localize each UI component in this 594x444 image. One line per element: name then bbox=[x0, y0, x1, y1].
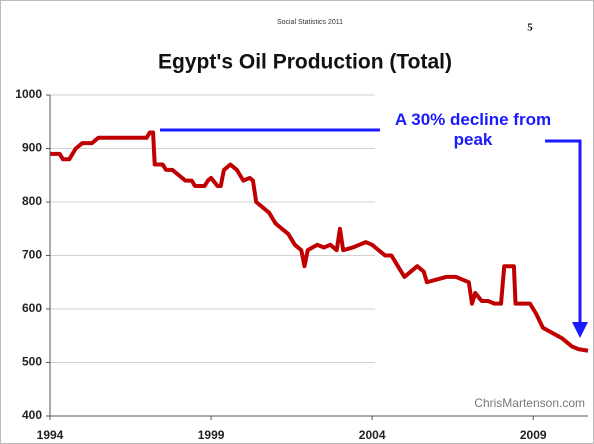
data-line bbox=[50, 130, 589, 353]
y-tick-label: 700 bbox=[22, 248, 42, 262]
annotation: A 30% decline from peak bbox=[394, 110, 552, 149]
header: Social Statistics 2011 bbox=[277, 19, 343, 26]
y-tick-label: 1000 bbox=[15, 87, 42, 101]
x-tick-label: 2009 bbox=[520, 428, 547, 442]
x-tick-label: 1994 bbox=[37, 428, 64, 442]
source: ChrisMartenson.com bbox=[474, 396, 585, 410]
annotation-arrow bbox=[545, 139, 582, 325]
y-tick-label: 900 bbox=[22, 141, 42, 155]
arrow-head bbox=[572, 322, 588, 338]
x-tick-label: 1999 bbox=[198, 428, 225, 442]
chart-title: Egypt's Oil Production (Total) bbox=[158, 51, 452, 74]
y-tick-label: 600 bbox=[22, 301, 42, 315]
y-tick-label: 800 bbox=[22, 194, 42, 208]
page-number: 5 bbox=[527, 22, 533, 34]
y-tick-label: 400 bbox=[22, 408, 42, 422]
y-tick-label: 500 bbox=[22, 355, 42, 369]
x-tick-label: 2004 bbox=[359, 428, 386, 442]
